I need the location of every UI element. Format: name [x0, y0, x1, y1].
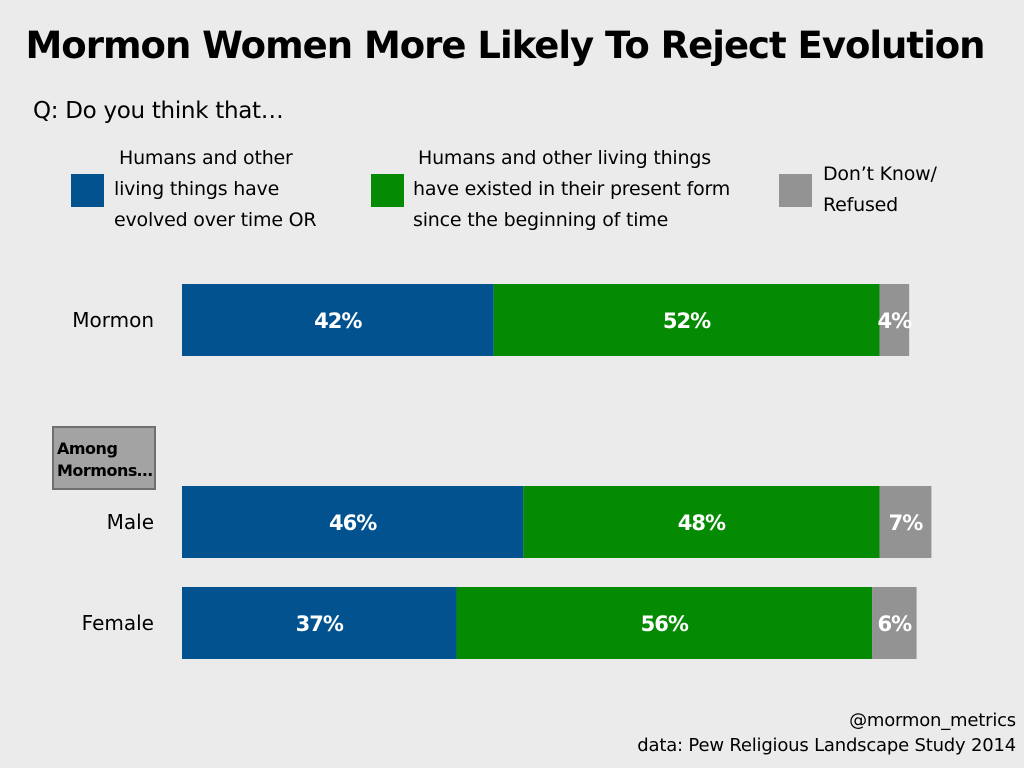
legend-label-present-form-line: Humans and other living things: [418, 147, 711, 169]
data-label-female-series-1: 56%: [641, 612, 689, 636]
data-label-male-series-1: 48%: [678, 511, 726, 535]
legend-label-dont-know-line: Don’t Know/: [823, 163, 937, 185]
data-label-female-series-0: 37%: [296, 612, 344, 636]
data-label-mormon-series-2: 4%: [877, 309, 912, 333]
legend-label-evolved-line: evolved over time OR: [114, 209, 317, 231]
bar-male-series-0: [182, 486, 524, 558]
group-label-box: Among Mormons…: [52, 426, 156, 490]
data-label-male-series-2: 7%: [889, 511, 924, 535]
chart-subtitle: Q: Do you think that…: [33, 98, 284, 124]
data-label-mormon-series-1: 52%: [663, 309, 711, 333]
group-label-line: Mormons…: [57, 461, 153, 480]
legend-label-present-form: Humans and other living things have exis…: [413, 143, 730, 236]
category-label-male: Male: [106, 510, 154, 534]
bar-mormon-series-1: [493, 284, 880, 356]
bar-male-series-1: [523, 486, 880, 558]
legend-label-dont-know-line: Refused: [823, 194, 899, 216]
legend-label-present-form-line: since the beginning of time: [413, 209, 669, 231]
bar-male-series-2: [879, 486, 932, 558]
legend-label-evolved-line: Humans and other: [119, 147, 293, 169]
bar-female-series-0: [182, 587, 457, 659]
bar-mormon-series-2: [879, 284, 910, 356]
data-label-mormon-series-0: 42%: [314, 309, 362, 333]
chart-title: Mormon Women More Likely To Reject Evolu…: [25, 24, 985, 67]
data-label-male-series-0: 46%: [329, 511, 377, 535]
group-label-line: Among: [57, 439, 118, 458]
bar-female-series-1: [456, 587, 873, 659]
category-label-mormon: Mormon: [72, 308, 154, 332]
data-source: data: Pew Religious Landscape Study 2014: [637, 735, 1016, 756]
legend-swatch-dont-know: [779, 174, 812, 207]
bar-mormon-series-0: [182, 284, 494, 356]
data-label-female-series-2: 6%: [877, 612, 912, 636]
bar-female-series-2: [872, 587, 917, 659]
legend-swatch-present-form: [371, 174, 404, 207]
legend-label-dont-know: Don’t Know/ Refused: [823, 159, 937, 221]
legend-label-evolved-line: living things have: [114, 178, 280, 200]
category-label-female: Female: [81, 611, 154, 635]
author-handle: @mormon_metrics: [849, 710, 1016, 731]
legend-label-evolved: Humans and other living things have evol…: [114, 143, 317, 236]
legend-label-present-form-line: have existed in their present form: [413, 178, 731, 200]
legend-swatch-evolved: [71, 174, 104, 207]
